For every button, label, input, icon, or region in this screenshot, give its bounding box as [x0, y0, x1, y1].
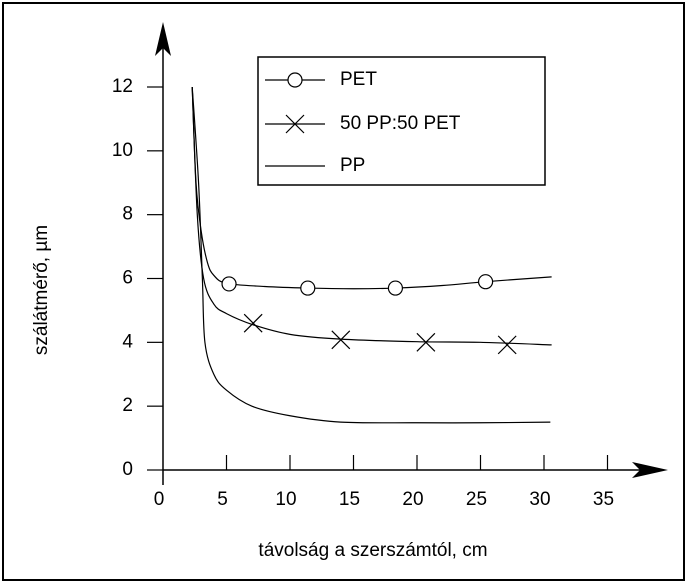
data-point [331, 330, 351, 350]
x-tick-label: 35 [593, 489, 614, 510]
data-point [221, 276, 237, 292]
y-tick-label: 4 [122, 331, 133, 352]
data-point [387, 280, 404, 296]
x-tick-label: 15 [339, 489, 360, 510]
series-line [191, 86, 551, 424]
data-point [497, 335, 517, 355]
x-tick-label: 10 [275, 489, 296, 510]
data-point [416, 332, 436, 352]
y-tick-label: 12 [112, 76, 133, 97]
x-axis-label: távolság a szerszámtól, cm [258, 540, 487, 561]
data-point [477, 274, 494, 290]
y-tick-label: 10 [112, 140, 133, 161]
x-tick-label: 0 [154, 489, 165, 510]
legend-marker [287, 72, 303, 88]
y-tick-label: 8 [122, 204, 133, 225]
y-tick-label: 2 [122, 395, 133, 416]
x-tick-label: 20 [402, 489, 423, 510]
legend-label: 50 PP:50 PET [340, 113, 461, 134]
x-tick-label: 25 [466, 489, 487, 510]
data-point [300, 280, 316, 296]
x-axis-arrow [632, 462, 668, 478]
x-tick-label: 30 [529, 489, 550, 510]
x-tick-label: 5 [217, 489, 228, 510]
y-axis-arrow [155, 22, 171, 56]
series-line [191, 86, 552, 346]
y-tick-label: 6 [122, 268, 133, 289]
y-tick-label: 0 [122, 459, 133, 480]
legend [257, 56, 546, 186]
legend-label: PP [340, 155, 365, 176]
legend-label: PET [340, 69, 377, 90]
data-point [243, 313, 263, 333]
legend-marker [285, 114, 305, 134]
y-axis-label: szálátmérő, µm [31, 225, 52, 355]
